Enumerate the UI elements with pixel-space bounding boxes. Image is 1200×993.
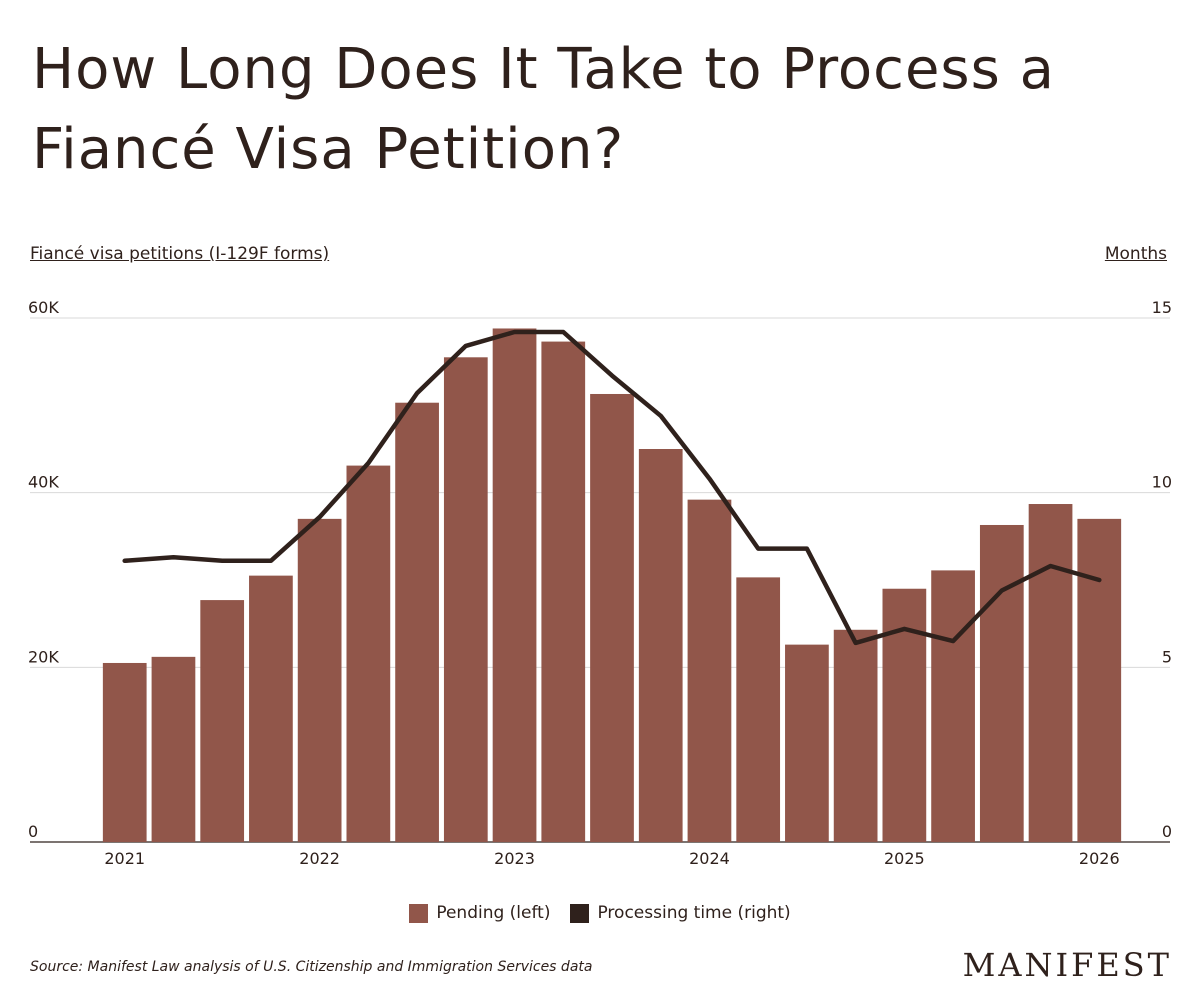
bar-pending [979,524,1024,842]
legend: Pending (left) Processing time (right) [0,903,1200,923]
bar-pending [249,575,293,842]
bar-pending [1077,518,1122,842]
line-series-processing-time [122,329,1102,646]
y-left-tick-label: 40K [28,473,59,492]
bar-pending [590,393,634,842]
bar-pending [638,449,683,842]
left-axis-title: Fiancé visa petitions (I-129F forms) [30,244,330,264]
x-tick-label: 2024 [689,849,730,868]
bar-series-pending [102,328,1122,843]
bar-pending [395,402,439,842]
x-tick-label: 2026 [1079,849,1120,868]
y-right-tick-label: 15 [1152,298,1172,317]
bar-pending [443,357,488,842]
legend-swatch-pending [409,903,429,923]
bar-pending [492,328,537,843]
y-right-tick-label: 5 [1162,647,1172,666]
right-axis-title: Months [1104,244,1167,264]
axis-ticks: 0 20K 40K 60K 0 5 10 15 2021 2022 2023 2024 2025 2026 [28,298,1172,868]
bar-pending [346,465,391,842]
bar-pending [785,644,829,842]
x-tick-label: 2025 [884,849,925,868]
bar-pending [1028,504,1073,842]
legend-label-processing-time: Processing time (right) [597,903,791,923]
legend-item-processing-time: Processing time (right) [570,903,791,923]
legend-label-pending: Pending (left) [436,903,551,923]
legend-item-pending: Pending (left) [409,903,550,923]
legend-swatch-processing-time [570,903,590,923]
y-left-tick-label: 20K [28,647,59,666]
bar-pending [102,662,147,842]
line-processing-time [122,329,1102,646]
source-note: Source: Manifest Law analysis of U.S. Ci… [30,959,593,975]
bar-pending [687,499,732,842]
x-tick-label: 2023 [494,849,535,868]
chart-title: How Long Does It Take to Process a Fianc… [32,37,1055,182]
bar-pending [200,600,245,842]
y-left-tick-label: 60K [28,298,59,317]
bar-pending [151,656,196,842]
bar-pending [931,570,975,842]
y-right-tick-label: 10 [1152,473,1172,492]
x-tick-label: 2022 [299,849,340,868]
x-tick-label: 2021 [104,849,145,868]
y-right-tick-label: 0 [1162,822,1172,841]
bar-pending [833,629,878,842]
brand-logo: MANIFEST [962,946,1172,984]
bar-pending [297,518,342,842]
bar-pending [541,341,586,842]
bar-pending [736,577,781,842]
y-left-tick-label: 0 [28,822,38,841]
chart-canvas: 0 20K 40K 60K 0 5 10 15 2021 2022 2023 2024 2025 2026 [28,298,1172,868]
